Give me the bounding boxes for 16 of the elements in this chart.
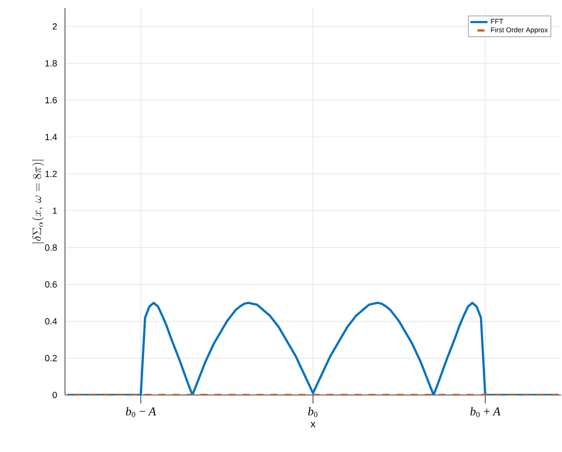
y-tick-label: 0.6	[45, 281, 57, 288]
x-tick-label: b$_{0}$	[308, 407, 318, 418]
y-tick-label: 1.8	[45, 60, 57, 66]
y-tick-label: 1.2	[45, 170, 57, 177]
y-axis-title: $|\delta\Sigma_\alpha(x,\,\omega=8\pi)|$	[32, 160, 44, 244]
x-axis-title: x	[310, 422, 316, 428]
y-tick-label: 0	[52, 392, 57, 398]
y-tick-label: 2	[52, 23, 57, 30]
y-tick-label: 0.4	[45, 318, 57, 324]
y-tick-label: 0.8	[45, 244, 57, 251]
y-tick-label: 0.2	[45, 354, 57, 362]
y-tick-label: 1.6	[45, 96, 57, 104]
x-tick-label: b$_{0}$ + A	[470, 407, 500, 418]
x-tick-label: b$_{0}$ − A	[126, 407, 156, 418]
y-tick-label: 1	[52, 208, 57, 214]
y-tick-label: 1.4	[45, 134, 57, 140]
